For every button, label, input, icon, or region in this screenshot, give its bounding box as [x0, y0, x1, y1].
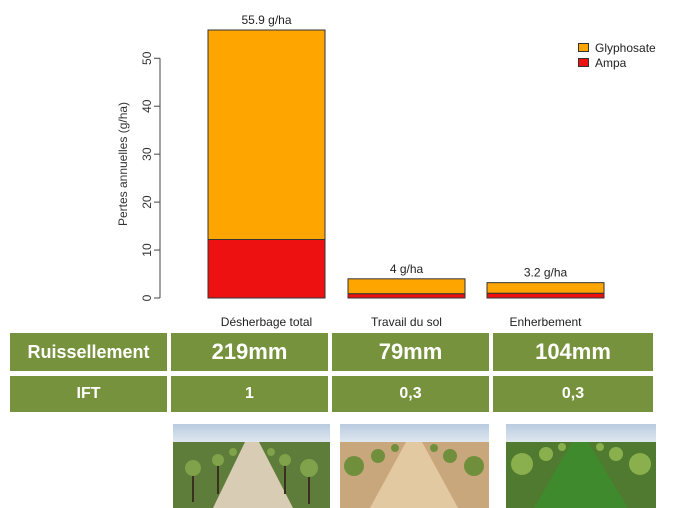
y-tick-label: 20 [140, 195, 154, 209]
table-cell: 219mm [171, 333, 328, 371]
vineyard-bare-soil-photo [173, 424, 330, 508]
category-label: Désherbage total [221, 315, 312, 329]
table-cell: 1 [171, 376, 328, 412]
bar-glyphosate-0 [207, 29, 326, 241]
bars [207, 29, 605, 299]
y-axis: 0 10 20 30 40 50 [140, 51, 161, 301]
bar-total-label: 4 g/ha [390, 262, 424, 276]
y-tick-label: 0 [140, 294, 154, 301]
legend-swatch-ampa [578, 58, 589, 67]
table-cell: 0,3 [332, 376, 489, 412]
y-tick-label: 40 [140, 99, 154, 113]
legend-label-glyphosate: Glyphosate [595, 40, 656, 55]
table-row-ift: IFT 1 0,3 0,3 [10, 376, 653, 412]
y-axis-label: Pertes annuelles (g/ha) [116, 102, 130, 226]
table-header-ift: IFT [10, 376, 167, 412]
bar-ampa-1 [347, 293, 466, 299]
bar-ampa-0 [207, 239, 326, 299]
legend-label-ampa: Ampa [595, 55, 627, 70]
table-cell: 79mm [332, 333, 489, 371]
bar-glyphosate-1 [347, 278, 466, 295]
category-label: Travail du sol [371, 315, 442, 329]
legend-swatch-glyphosate [578, 43, 589, 52]
y-tick-label: 50 [140, 51, 154, 65]
table-header-ruissellement: Ruissellement [10, 333, 167, 371]
category-label: Enherbement [509, 315, 582, 329]
table-cell: 0,3 [493, 376, 653, 412]
bar-glyphosate-2 [486, 282, 605, 294]
labels: 55.9 g/ha Désherbage total 4 g/ha Travail d… [221, 13, 582, 329]
bar-chart: 0 10 20 30 40 50 55.9 g/ha Désherbage total 4 g… [116, 13, 605, 329]
table-row-ruissellement: Ruissellement 219mm 79mm 104mm [10, 333, 653, 371]
y-tick-label: 10 [140, 243, 154, 257]
legend-item-ampa: Ampa [578, 55, 656, 70]
bar-ampa-2 [486, 292, 605, 299]
y-tick-label: 30 [140, 147, 154, 161]
bar-total-label: 55.9 g/ha [241, 13, 291, 27]
vineyard-grass-cover-photo [506, 424, 656, 508]
legend-item-glyphosate: Glyphosate [578, 40, 656, 55]
table-cell: 104mm [493, 333, 653, 371]
bar-total-label: 3.2 g/ha [524, 266, 568, 280]
vineyard-tilled-soil-photo [340, 424, 489, 508]
legend: Glyphosate Ampa [578, 40, 656, 70]
